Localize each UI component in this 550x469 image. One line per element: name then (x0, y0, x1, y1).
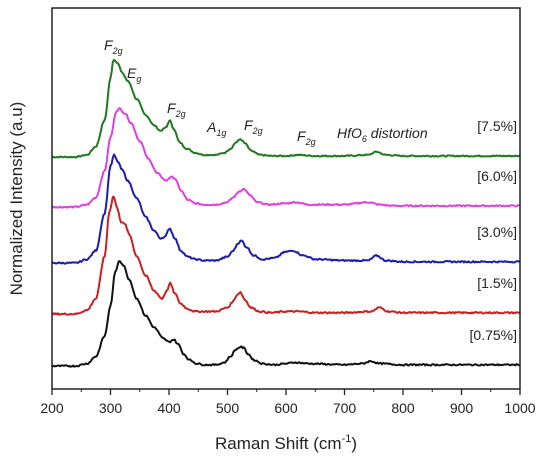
peak-annotation-3: A1g (206, 119, 226, 138)
series-line-1 (51, 107, 520, 209)
peak-annotation-0: F2g (104, 37, 123, 56)
x-axis-title: Raman Shift (cm-1) (215, 433, 357, 453)
x-tick-label: 200 (40, 400, 64, 416)
x-tick-label: 500 (216, 400, 240, 416)
series-label-2: [3.0%] (477, 224, 517, 240)
x-tick-label: 300 (99, 400, 123, 416)
series-label-1: [6.0%] (477, 168, 517, 184)
peak-annotation-2: F2g (167, 100, 186, 119)
plot-area (51, 58, 521, 368)
series-label-3: [1.5%] (477, 275, 517, 291)
x-tick-label: 1000 (504, 400, 535, 416)
peak-annotation-4: F2g (244, 117, 263, 136)
series-label-4: [0.75%] (470, 327, 517, 343)
x-tick-label: 800 (391, 400, 415, 416)
labels: [7.5%] [6.0%] [3.0%] [1.5%] [0.75%] Raman Shi… (7, 37, 517, 453)
series-label-0: [7.5%] (477, 118, 517, 134)
axes: 200 300 400 500 600 700 800 900 1000 (40, 7, 536, 416)
y-axis-title: Normalized Intensity (a.u) (7, 102, 26, 296)
x-tick-label: 900 (450, 400, 474, 416)
series-line-3 (51, 195, 521, 316)
x-tick-label: 600 (274, 400, 298, 416)
peak-annotation-5: F2g (297, 128, 316, 147)
peak-annotation-1: Eg (127, 65, 141, 84)
series-line-2 (51, 153, 521, 265)
plot-frame (51, 7, 521, 390)
series-line-0 (51, 58, 521, 159)
series-line-4 (51, 260, 521, 368)
x-tick-label: 700 (333, 400, 357, 416)
peak-annotation-6: HfO6 distortion (337, 125, 428, 144)
x-tick-label: 400 (157, 400, 181, 416)
